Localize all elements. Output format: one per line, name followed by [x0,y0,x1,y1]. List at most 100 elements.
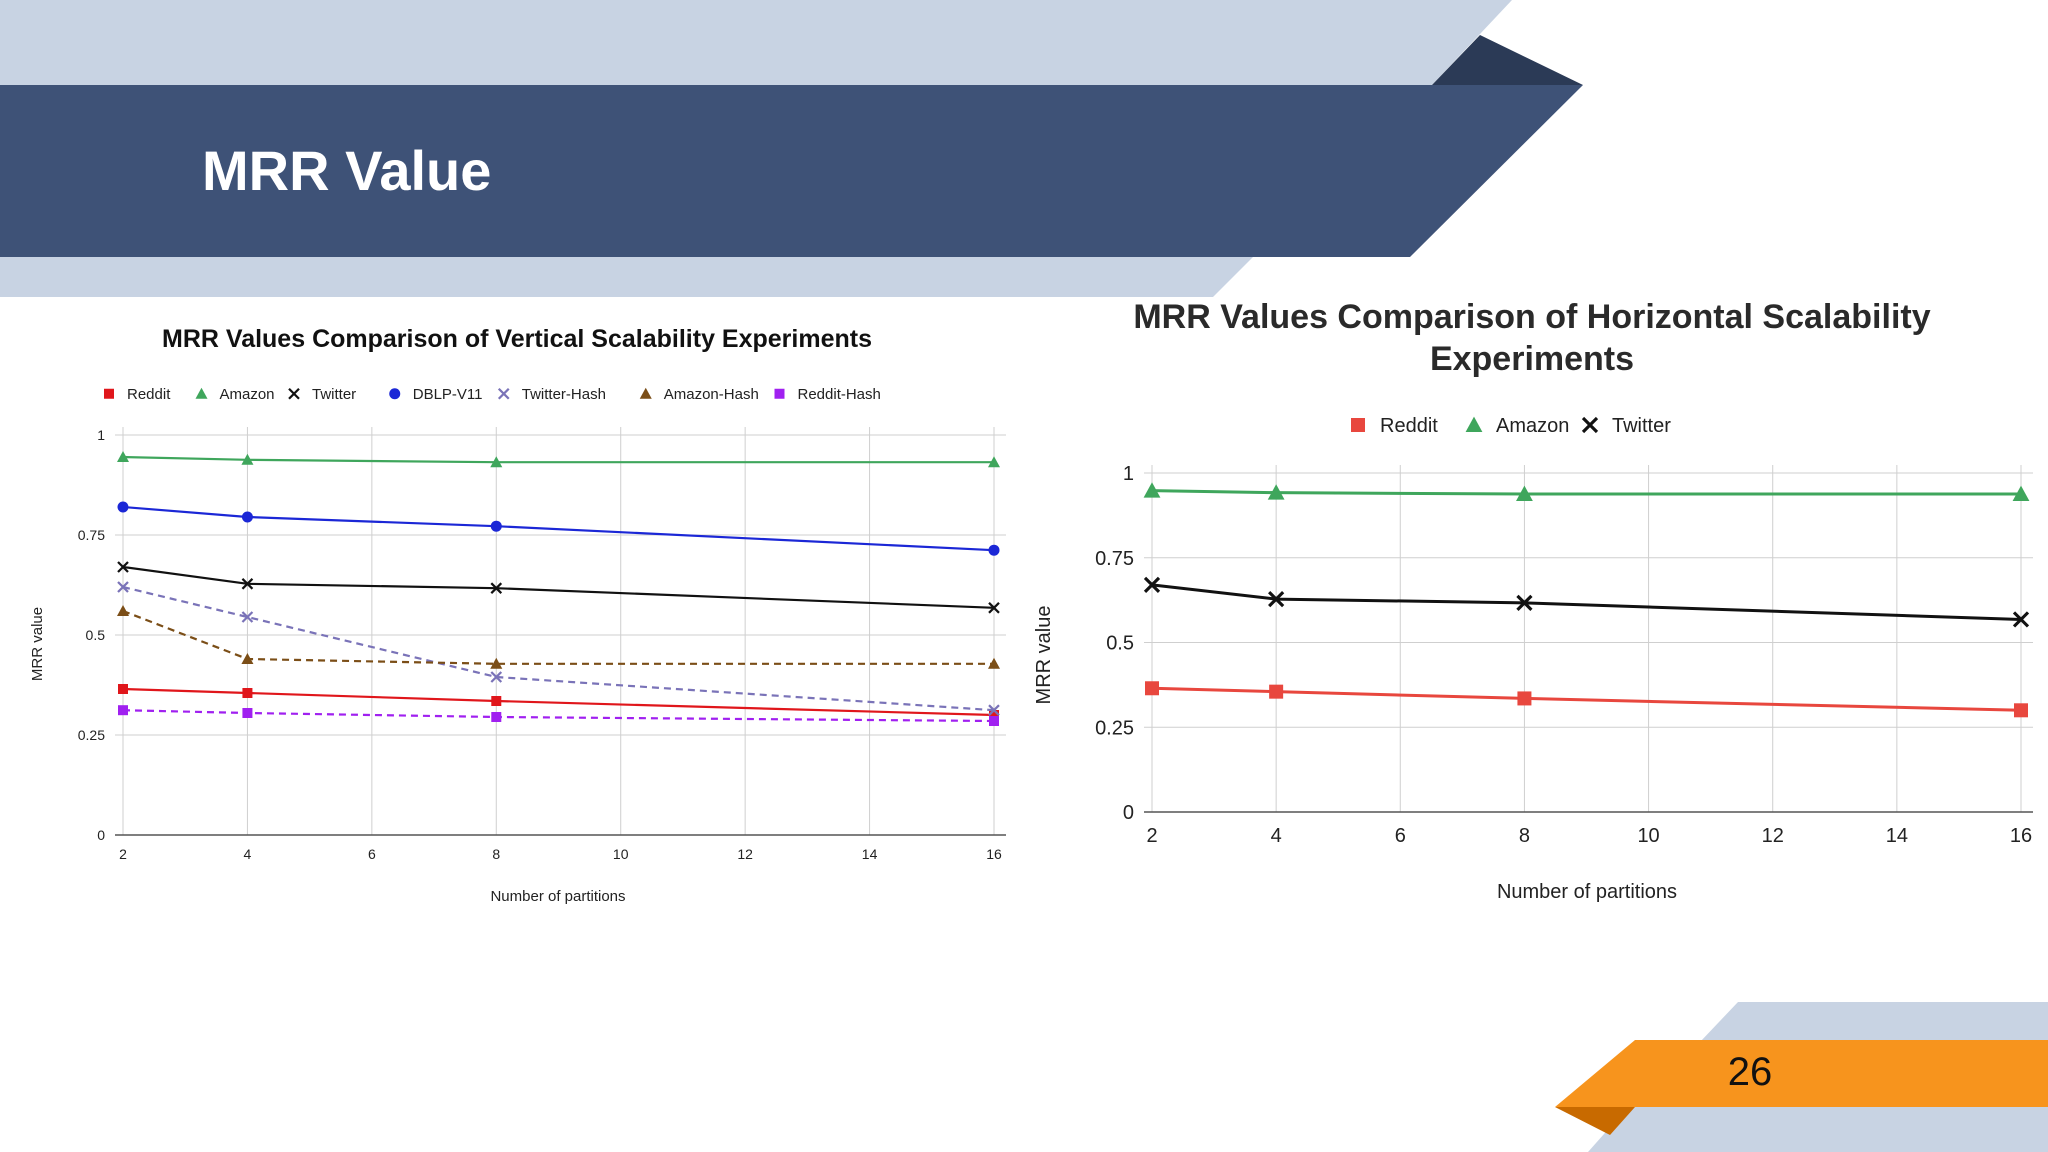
x-tick-label: 2 [1146,825,1157,847]
x-tick-label: 2 [119,846,127,862]
chart-axis-ticks: 2 4 6 8 10 12 14 16 0 0.25 0.5 0.75 1 [1095,463,2032,847]
data-point [491,696,502,706]
vertical-scalability-chart: MRR Values Comparison of Vertical Scalab… [29,325,1006,905]
legend-label: Twitter-Hash [522,386,606,403]
x-tick-label: 6 [368,846,376,862]
y-tick-label: 0.5 [1106,633,1134,655]
x-tick-label: 4 [244,846,252,862]
data-point [988,544,1000,556]
corner-light-top [1700,1002,2048,1042]
lower-light-band [0,257,1253,297]
data-point [1145,681,1159,696]
data-point [490,520,502,532]
data-point [117,605,129,616]
series-line [1151,686,2022,712]
x-tick-label: 8 [1519,825,1530,847]
data-point [989,710,999,720]
legend-marker [195,387,208,399]
data-point [118,684,128,694]
series-line [122,455,994,464]
data-point [1143,482,1161,498]
corner-light-bottom [1588,1107,2048,1152]
data-point [242,688,253,698]
horizontal-scalability-chart: MRR Values Comparison of Horizontal Scal… [1033,298,2033,903]
x-tick-label: 10 [613,846,629,862]
x-tick-label: 8 [492,846,500,862]
legend-label: Reddit [127,386,171,403]
legend-label: Reddit-Hash [798,386,881,403]
data-point [1143,576,1161,593]
data-point [241,653,254,664]
chart-title-line-2: Experiments [1430,340,1634,378]
data-point [1269,684,1284,699]
page-number-tab-fold [1555,1107,1635,1135]
x-tick-label: 14 [1886,825,1908,847]
page-number: 26 [1727,1050,1773,1094]
page-number-tab [1555,1040,2048,1107]
data-point [2012,611,2030,628]
data-point [241,511,253,523]
data-point [490,657,503,669]
data-point [117,451,129,462]
y-tick-label: 0 [97,827,105,843]
data-point [988,602,1000,614]
data-point [490,456,503,468]
legend-marker [774,388,785,399]
data-point [118,705,128,716]
x-tick-label: 6 [1395,825,1406,847]
data-point [117,561,129,573]
legend-label: Reddit [1380,415,1438,437]
x-tick-label: 12 [737,846,753,862]
data-point [1516,594,1533,611]
x-tick-label: 10 [1637,825,1659,847]
y-axis-label: MRR value [1033,606,1055,705]
chart-legend: Reddit Amazon Twitter [1351,415,1671,437]
x-tick-label: 16 [986,846,1002,862]
data-point [241,611,254,623]
y-tick-label: 0.5 [86,627,106,643]
y-tick-label: 0 [1123,802,1134,824]
chart-grid [115,427,1006,836]
data-point [1268,590,1285,608]
legend-label: Amazon-Hash [664,386,759,403]
series-line [1151,583,2022,621]
series-line [122,709,995,723]
data-point [1516,485,1533,502]
top-light-band [0,0,1512,85]
series-line [122,505,995,552]
data-point [2012,485,2030,502]
legend-marker [639,387,652,399]
x-tick-label: 14 [862,846,878,862]
legend-marker [389,388,401,400]
legend-label: Amazon [1496,415,1569,437]
legend-marker [288,387,300,400]
data-point [490,582,503,594]
data-point [988,704,1000,716]
series-line [122,687,995,717]
data-point [490,671,503,683]
y-axis-label: MRR value [29,607,46,681]
data-point [242,708,253,718]
legend-marker [104,388,114,399]
y-tick-label: 0.75 [78,527,105,543]
chart-series [117,451,1000,726]
data-point [241,578,254,590]
legend-label: DBLP-V11 [413,386,483,403]
legend-label: Amazon [220,386,275,403]
data-point [1267,484,1285,500]
data-point [241,453,254,465]
x-tick-label: 4 [1271,825,1282,847]
x-tick-label: 12 [1762,825,1784,847]
legend-label: Twitter [1612,415,1671,437]
y-tick-label: 0.25 [78,727,105,743]
series-line [122,585,995,712]
data-point [491,712,502,722]
x-axis-label: Number of partitions [490,888,625,905]
title-banner [0,85,1583,257]
banner-dark-fold [1432,35,1583,85]
legend-marker [1465,416,1483,432]
chart-axis-ticks: 2 4 6 8 10 12 14 16 0 0.25 0.5 0.75 1 [78,427,1002,862]
y-tick-label: 1 [97,427,105,443]
x-axis-label: Number of partitions [1497,881,1677,903]
